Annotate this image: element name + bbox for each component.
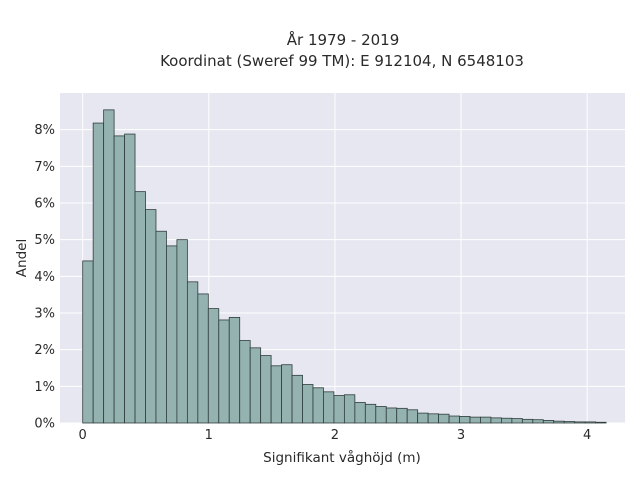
histogram-bar [312,387,324,424]
histogram-bar [207,308,220,424]
x-axis-ticks: 0 1 2 3 4 [79,428,592,443]
histogram-bar [364,403,377,424]
histogram-bar [417,412,429,424]
histogram-bar [166,245,178,424]
histogram-bar [239,340,251,424]
histogram-bar [333,395,345,424]
histogram-bar [228,316,241,424]
histogram-bar [490,417,502,424]
histogram-bar [595,421,607,424]
y-tick-label: 5% [34,233,55,248]
histogram-bar [343,394,356,424]
histogram-bar [406,409,419,424]
histogram-bar [396,407,408,424]
histogram-bar [427,413,440,424]
histogram-bar [323,391,335,424]
y-axis-ticks: 0% 1% 2% 3% 4% 5% 6% 7% 8% [34,123,55,431]
y-tick-label: 8% [34,123,55,138]
histogram-bar [145,209,157,424]
histogram-bar [281,364,293,424]
histogram-bar [584,421,597,424]
y-tick-label: 6% [34,197,55,212]
histogram-bar [542,420,555,424]
histogram-bar [186,281,199,424]
histogram-bar [302,384,314,424]
histogram-bar [197,293,209,424]
histogram-bar [134,191,146,424]
histogram-bar [459,415,471,424]
histogram-bar [521,418,534,424]
y-tick-label: 3% [34,307,55,322]
histogram-bar [375,406,387,424]
x-tick-label: 4 [583,428,591,443]
histogram-bar [218,319,230,424]
histogram-bar [480,416,492,424]
histogram-bar [532,419,544,424]
x-tick-label: 2 [331,428,339,443]
histogram-bar [291,374,303,424]
x-tick-label: 0 [79,428,87,443]
histogram-bar [249,347,262,424]
histogram-bar [155,230,167,424]
x-axis-label: Signifikant våghöjd (m) [263,449,421,466]
histogram-bar [82,260,94,424]
histogram-bar [501,417,513,424]
y-tick-label: 1% [34,380,55,395]
histogram-bar [113,135,125,424]
histogram-bar [563,421,576,424]
chart-title: År 1979 - 2019 [287,30,400,49]
histogram-bar [103,109,115,424]
histogram-bar [448,415,460,424]
histogram-bar [176,239,188,424]
y-tick-label: 4% [34,270,55,285]
histogram-bar [385,407,398,424]
y-tick-label: 7% [34,160,55,175]
histogram-bar [574,421,586,424]
histogram-bar [92,122,105,424]
histogram-bar [260,355,272,424]
histogram-bar [270,365,282,424]
histogram-bar [553,420,565,424]
histogram-bar [469,416,481,424]
histogram-bar [354,402,366,424]
histogram-bars [82,109,607,424]
chart-subtitle: Koordinat (Sweref 99 TM): E 912104, N 65… [160,52,524,70]
histogram-bar [511,418,523,424]
y-axis-label: Andel [14,239,30,277]
x-tick-label: 1 [205,428,213,443]
histogram-bar [438,413,450,424]
y-tick-label: 0% [34,417,55,432]
y-tick-label: 2% [34,343,55,358]
histogram-bar [124,133,136,424]
x-tick-label: 3 [457,428,465,443]
